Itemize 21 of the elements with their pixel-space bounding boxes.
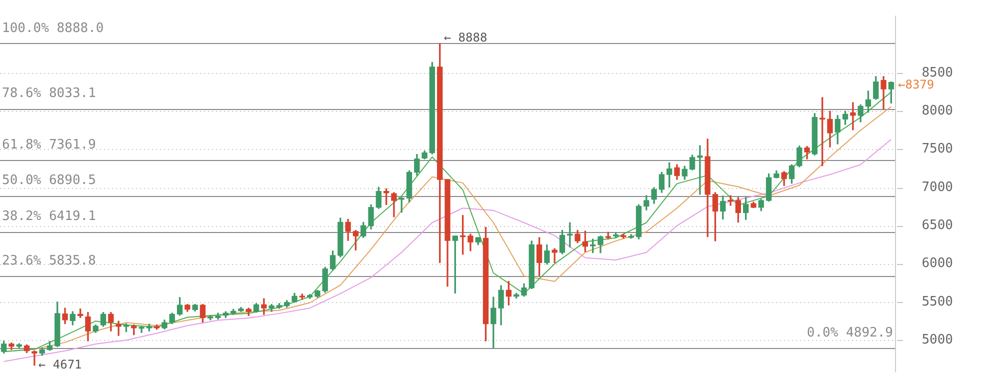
y-tick-label: 5000 <box>922 332 953 348</box>
ref-line-label: 50.0% 6890.5 <box>2 173 96 188</box>
ref-line-label: 100.0% 8888.0 <box>2 20 104 36</box>
ref-line-label: 38.2% 6419.1 <box>2 209 96 224</box>
ref-line-label: 23.6% 5835.8 <box>2 254 96 269</box>
ref-line-label: 78.6% 8033.1 <box>2 86 96 102</box>
candlestick <box>850 102 856 130</box>
y-tick-label: 5500 <box>922 294 953 310</box>
y-tick-label: 6500 <box>922 218 953 234</box>
y-tick-label: 6000 <box>922 256 953 272</box>
ref-line-label: 0.0% 4892.9 <box>806 326 893 341</box>
y-tick-label: 8000 <box>922 104 953 119</box>
candlestick <box>728 195 734 206</box>
candlestick <box>116 320 122 336</box>
ref-line-label: 61.8% 7361.9 <box>2 137 96 152</box>
annotation: ← 8888 <box>444 30 488 45</box>
annotation: ← 4671 <box>38 357 82 372</box>
y-tick-label: 7500 <box>922 142 953 157</box>
y-tick-label: 7000 <box>922 180 953 195</box>
candlestick <box>32 350 38 366</box>
candlestick <box>697 145 703 195</box>
